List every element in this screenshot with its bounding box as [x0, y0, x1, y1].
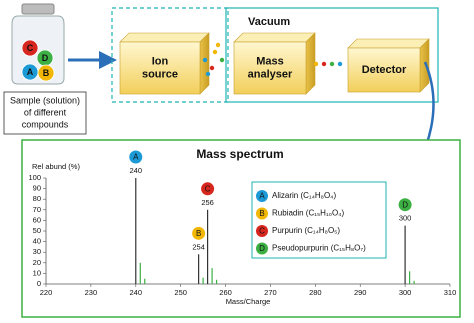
legend-label: Alizarin (C₁₄H₈O₄): [272, 191, 336, 200]
y-tick-label: 60: [33, 215, 41, 224]
x-tick-label: 260: [219, 288, 232, 297]
sample-line: compounds: [22, 119, 69, 129]
y-tick-label: 0: [37, 279, 41, 288]
chart-title: Mass spectrum: [196, 147, 283, 161]
y-tick-label: 80: [33, 194, 41, 203]
peak-badge: [398, 198, 412, 212]
x-tick-label: 300: [399, 288, 412, 297]
x-tick-label: 240: [130, 288, 143, 297]
y-tick-label: 20: [33, 258, 41, 267]
legend-label: Pseudopurpurin (C₁₅H₈O₇): [272, 244, 366, 253]
sample-box: [3, 91, 87, 135]
vacuum-label: Vacuum: [248, 16, 290, 28]
sample-label: Sample (solution) of different compounds: [10, 95, 80, 129]
peak-badge: [201, 182, 215, 196]
box-top: [119, 32, 210, 43]
legend-badge: [256, 190, 268, 202]
peak-letter: B: [196, 229, 201, 238]
peak-letter: D: [402, 200, 408, 209]
box-side: [305, 32, 316, 95]
sample-line: of different: [24, 107, 67, 117]
x-tick-label: 290: [354, 288, 367, 297]
ion-dot: [313, 61, 319, 67]
box-front: [347, 47, 421, 93]
x-tick-label: 280: [309, 288, 322, 297]
legend-letter: A: [259, 192, 265, 201]
legend-letter: B: [259, 209, 264, 218]
y-tick-label: 10: [33, 268, 41, 277]
peak-badge: [129, 150, 143, 164]
peak-badge: [192, 226, 206, 240]
ball-label: C: [27, 43, 34, 53]
peak-mz: 256: [201, 198, 214, 207]
legend-badge: [256, 207, 268, 220]
stage-label: source: [142, 68, 178, 80]
x-tick-label: 270: [264, 288, 277, 297]
box-front: [233, 41, 307, 95]
ion-dot: [215, 42, 221, 48]
ion-dot: [321, 61, 327, 67]
ion-dot: [202, 57, 208, 63]
y-tick-label: 30: [33, 247, 41, 256]
y-tick-label: 50: [33, 226, 41, 235]
stage-label: Mass: [256, 55, 284, 67]
legend-letter: D: [259, 244, 265, 253]
ball: [21, 39, 39, 57]
x-tick-label: 310: [444, 288, 457, 297]
chart: Mass spectrum Rel abund (%) Mass/Charge 0 10…: [28, 147, 456, 306]
box-top: [347, 38, 430, 49]
peak-mz: 300: [399, 214, 412, 223]
ion-dot: [205, 71, 211, 77]
legend-badge: [256, 225, 268, 237]
y-tick-label: 70: [33, 205, 41, 214]
ball-label: D: [42, 53, 49, 63]
box-side: [199, 32, 210, 95]
stage-label: Detector: [362, 64, 407, 76]
jar-balls: CDA B: [21, 39, 55, 82]
ball-label: B: [43, 68, 50, 78]
peak-letter: A: [133, 153, 139, 162]
y-tick-label: 40: [33, 237, 41, 246]
y-axis-label: Rel abund (%): [32, 162, 80, 171]
y-tick-label: 100: [28, 173, 41, 182]
box-top: [233, 32, 316, 43]
ion-dot: [329, 61, 335, 67]
ball-label: A: [27, 67, 34, 77]
legend-box: [251, 181, 387, 259]
spectrum-box: [21, 139, 461, 318]
x-axis-label: Mass/Charge: [226, 297, 271, 306]
x-tick-label: 230: [85, 288, 98, 297]
ion-dot: [212, 49, 218, 55]
ion-region: [111, 7, 229, 103]
ball: [37, 64, 55, 82]
stage-label: analyser: [248, 68, 293, 80]
ion-dot: [219, 57, 225, 63]
box-front: [119, 41, 201, 95]
legend-letter: C: [259, 227, 265, 236]
legend-badge: [256, 242, 268, 255]
ion-dot: [337, 61, 343, 67]
peak-mz: 254: [192, 242, 205, 251]
x-tick-label: 220: [40, 288, 53, 297]
peak-letter: C: [205, 184, 211, 193]
vacuum-box: [225, 7, 439, 103]
legend-label: Purpurin (C₁₄H₈O₅): [272, 226, 340, 235]
sample-line: Sample (solution): [10, 95, 80, 105]
peak-mz: 240: [130, 166, 143, 175]
y-tick-label: 90: [33, 184, 41, 193]
stage-label: Ion: [152, 55, 169, 67]
x-tick-label: 250: [174, 288, 187, 297]
ion-dot: [209, 65, 215, 71]
legend-label: Rubiadin (C₁₅H₁₀O₄): [272, 209, 344, 218]
